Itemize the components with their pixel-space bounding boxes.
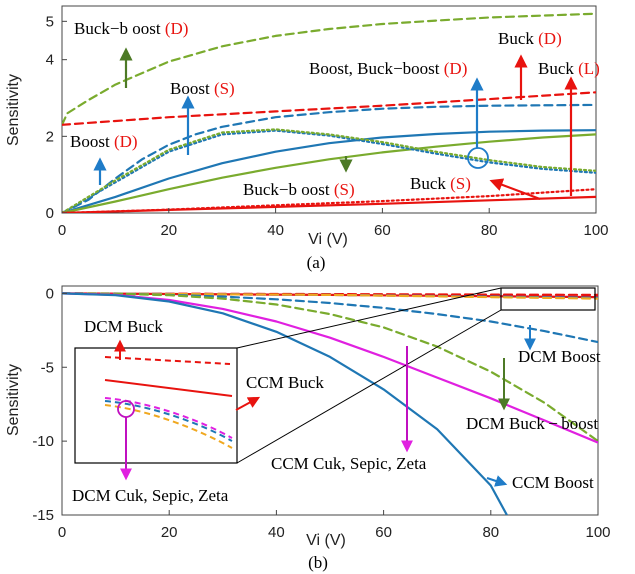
chart-a-xtick-label: 40	[267, 222, 284, 239]
inset-chart	[74, 339, 261, 481]
chart-b-caption: (b)	[308, 553, 328, 572]
inset-ccm-buck	[104, 379, 233, 397]
chart-b-xtick-label: 20	[161, 524, 178, 541]
zoom-connector-bottom	[236, 309, 502, 464]
annotation-a-0: Buck−b oost (D)	[74, 19, 188, 38]
chart-a-xtick-label: 80	[481, 222, 498, 239]
zoom-box	[500, 287, 596, 311]
arrow-buck-s	[489, 178, 541, 201]
chart-b-ytick-label: -10	[32, 433, 54, 450]
annotation-a-6: Buck (L)	[538, 59, 600, 78]
annotation-b-3: DCM Boost	[518, 347, 601, 366]
series-buck-s-boost-buckboost-d	[62, 129, 596, 213]
annotation-a-1: Boost (S)	[170, 79, 235, 98]
arrow-ccm-boost	[486, 475, 508, 487]
chart-b-xtick-label: 80	[482, 524, 499, 541]
series-boost-s	[62, 129, 596, 213]
arrow-ccm-buck	[235, 396, 261, 411]
annotation-a-3: Buck−b oost (S)	[243, 180, 355, 199]
series-boost-d	[62, 103, 596, 213]
chart-a-xtick-label: 60	[374, 222, 391, 239]
annotation-a-7: Buck (S)	[410, 174, 471, 193]
chart-b-xtick-label: 0	[58, 524, 66, 541]
series-dcm-cuk-orange	[62, 292, 598, 300]
chart-a-ytick-label: 0	[46, 205, 54, 222]
series-buckboost-d	[62, 12, 596, 126]
annotation-b-0: DCM Buck	[84, 317, 163, 336]
inset-dcm-cuk-orange	[104, 404, 233, 449]
marker-circle-a	[467, 147, 489, 169]
series-dcm-buckboost	[62, 292, 598, 443]
chart-a-caption: (a)	[307, 253, 326, 272]
series-buck-l	[62, 195, 596, 213]
zoom-connector-top	[236, 287, 502, 349]
annotation-b-1: CCM Buck	[246, 373, 324, 392]
chart-a-xlabel: Vi (V)	[308, 231, 348, 248]
chart-b-xtick-label: 100	[585, 524, 610, 541]
annotation-b-2: DCM Cuk, Sepic, Zeta	[72, 486, 229, 505]
chart-b-ytick-label: -15	[32, 507, 54, 524]
chart-b-ytick-label: -5	[41, 359, 54, 376]
annotation-b-6: CCM Boost	[512, 473, 594, 492]
chart-b-ytick-label: 0	[46, 285, 54, 302]
chart-a-ytick-label: 5	[46, 13, 54, 30]
annotation-a-4: Buck (D)	[498, 29, 562, 48]
annotation-a-2: Boost (D)	[70, 132, 138, 151]
inset-frame	[74, 347, 238, 464]
chart-a-ytick-label: 4	[46, 52, 54, 69]
inset-dcm-cuk-magenta	[104, 397, 233, 439]
chart-a-xtick-label: 20	[160, 222, 177, 239]
annotation-b-5: CCM Cuk, Sepic, Zeta	[271, 454, 427, 473]
series-dcm-boost	[62, 292, 598, 344]
inset-lines	[104, 356, 233, 449]
chart-a-ytick-label: 2	[46, 128, 54, 145]
annotation-a-5: Boost, Buck−boost (D)	[309, 59, 467, 78]
chart-b-ylabel: Sensitivity	[5, 364, 22, 436]
chart-b-xtick-label: 40	[268, 524, 285, 541]
chart-b-frame	[61, 285, 599, 516]
chart-a-xtick-label: 100	[583, 222, 608, 239]
series-buckboost-s	[62, 133, 596, 213]
chart-b-xlabel: Vi (V)	[306, 532, 346, 549]
chart-b: 0 20 40 60 80 100 0 -5 -10 -15 Sensitivity Vi (V)…	[5, 285, 611, 572]
inset-dcm-buck	[104, 356, 231, 365]
annotation-b-4: DCM Buck − boost	[466, 414, 598, 433]
series-ccm-boost	[62, 292, 508, 515]
series-buckboost-dotted	[62, 128, 596, 213]
series-buck-d	[62, 91, 596, 126]
chart-a-xtick-label: 0	[58, 222, 66, 239]
chart-b-xtick-label: 60	[375, 524, 392, 541]
chart-a-ylabel: Sensitivity	[5, 74, 22, 146]
chart-a-frame	[61, 5, 597, 214]
